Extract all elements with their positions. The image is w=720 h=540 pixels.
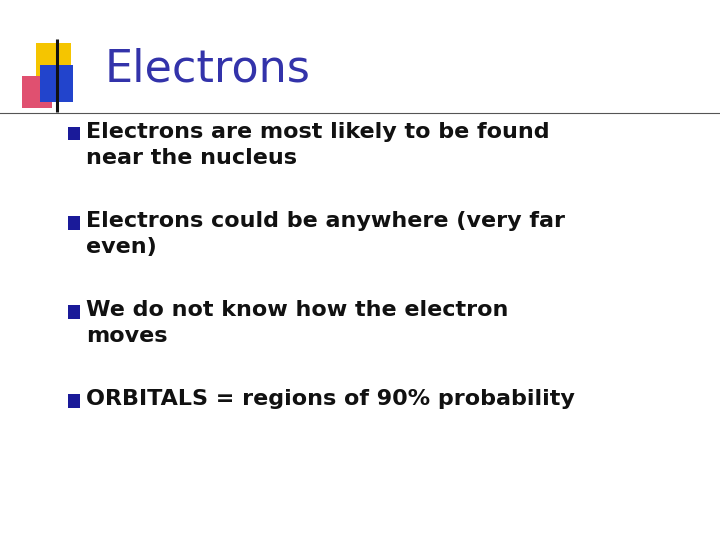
FancyBboxPatch shape [68,127,80,140]
Text: We do not know how the electron
moves: We do not know how the electron moves [86,300,509,346]
Text: Electrons: Electrons [104,48,310,91]
Text: Electrons are most likely to be found
near the nucleus: Electrons are most likely to be found ne… [86,122,550,168]
Text: Electrons could be anywhere (very far
even): Electrons could be anywhere (very far ev… [86,211,565,257]
FancyBboxPatch shape [68,305,80,319]
FancyBboxPatch shape [36,43,71,86]
FancyBboxPatch shape [68,216,80,229]
FancyBboxPatch shape [40,65,73,102]
FancyBboxPatch shape [68,394,80,408]
Text: ORBITALS = regions of 90% probability: ORBITALS = regions of 90% probability [86,389,575,409]
FancyBboxPatch shape [22,76,52,108]
